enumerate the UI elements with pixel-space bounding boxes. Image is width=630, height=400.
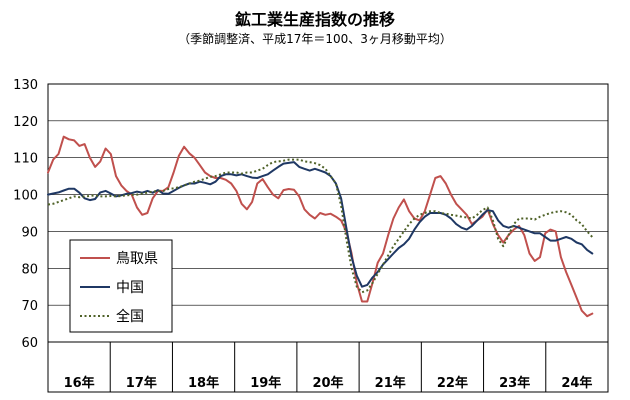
x-category-label: 17年 — [126, 375, 157, 391]
y-tick-label: 70 — [21, 299, 38, 314]
x-category-label: 18年 — [188, 375, 219, 391]
legend-label: 全国 — [116, 308, 144, 325]
y-tick-label: 110 — [13, 152, 38, 167]
x-axis-categories: 16年 17年 18年 19年 20年 21年 22年 23年 24年 — [47, 341, 609, 393]
chart-title: 鉱工業生産指数の推移 — [234, 10, 395, 29]
x-category-label: 20年 — [312, 375, 343, 391]
y-tick-label: 80 — [21, 262, 38, 277]
x-category-label: 24年 — [561, 375, 592, 391]
x-category-label: 19年 — [250, 375, 281, 391]
series-lines — [47, 135, 594, 318]
x-category-label: 16年 — [64, 375, 95, 391]
category-band — [47, 341, 609, 393]
series-line-0 — [47, 135, 594, 318]
y-tick-label: 120 — [13, 115, 38, 130]
y-tick-label: 90 — [21, 225, 38, 240]
y-tick-label: 60 — [21, 336, 38, 351]
x-category-label: 23年 — [499, 375, 530, 391]
y-tick-label: 100 — [13, 189, 38, 204]
chart-subtitle: （季節調整済、平成17年＝100、3ヶ月移動平均） — [178, 32, 452, 46]
x-category-label: 22年 — [437, 375, 468, 391]
legend-label: 中国 — [116, 280, 144, 296]
series-line-2 — [47, 158, 594, 294]
y-axis-ticks: 60 70 80 90 100 110 120 130 — [13, 78, 38, 351]
series-line-1 — [47, 161, 594, 288]
y-tick-label: 130 — [13, 78, 38, 93]
x-category-label: 21年 — [375, 375, 406, 391]
legend-label: 鳥取県 — [116, 251, 158, 267]
